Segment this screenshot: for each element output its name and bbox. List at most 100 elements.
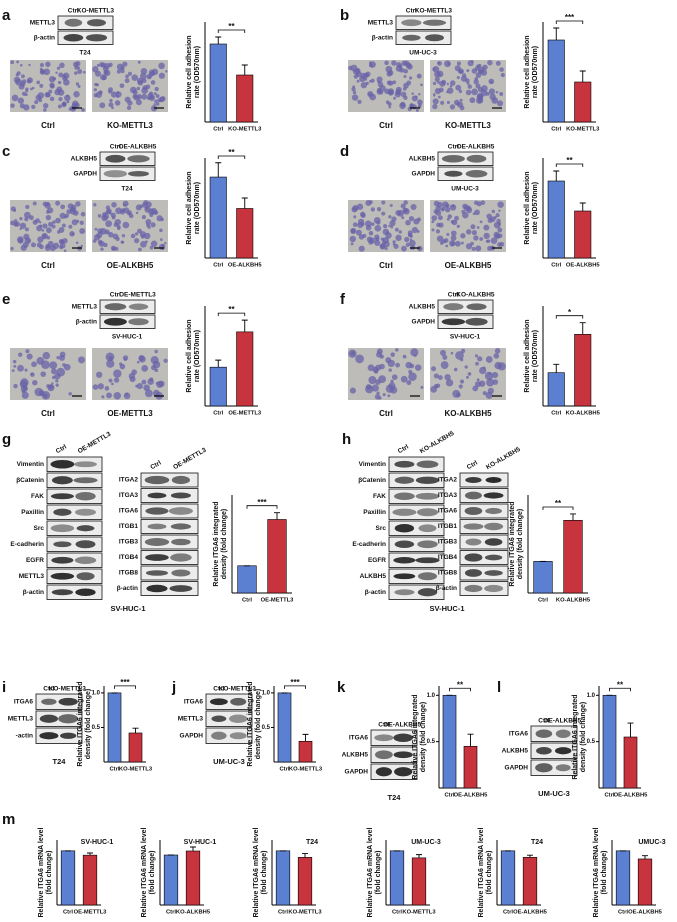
cell: [350, 242, 354, 246]
cell: [454, 240, 461, 247]
blot-band: [53, 541, 72, 548]
cell: [108, 102, 114, 108]
blot-band: [464, 553, 483, 562]
cell: [382, 393, 386, 397]
blot-band: [394, 460, 415, 468]
category-label: OE-ALKBH5: [614, 793, 649, 799]
blot-label: EGFR: [26, 557, 44, 564]
cell: [24, 237, 32, 245]
blot-band: [535, 729, 553, 738]
cell: [408, 369, 413, 374]
blot-label: ITGA6: [438, 508, 458, 515]
cell: [37, 236, 44, 243]
blot-band: [39, 732, 59, 740]
cell: [28, 215, 34, 221]
cell: [45, 61, 51, 68]
category-label: OE-ALKBH5: [228, 263, 263, 269]
cell: [105, 220, 113, 228]
cell: [103, 242, 108, 248]
cell: [39, 62, 45, 68]
blot-band: [75, 508, 96, 516]
category-label: Ctrl: [280, 767, 290, 773]
significance: ***: [257, 498, 267, 507]
cell: [491, 371, 499, 379]
cell: [471, 60, 474, 63]
cell-line: T24: [79, 50, 91, 57]
cell: [109, 98, 113, 103]
cell: [160, 96, 166, 102]
cell: [110, 91, 118, 98]
blot-header: OE-ALKBH5: [456, 144, 494, 151]
blot-label: ALKBH5: [342, 751, 369, 758]
category-label: KO-ALKBH5: [176, 910, 211, 916]
blot-label: ITGB3: [438, 539, 458, 546]
cell: [497, 100, 504, 107]
cell: [73, 61, 79, 68]
cell: [455, 84, 462, 91]
cell: [439, 349, 447, 356]
blot-band: [230, 697, 247, 706]
blot-label: ITGA3: [119, 492, 139, 499]
cell: [473, 79, 479, 85]
cell: [106, 392, 112, 399]
cell: [409, 239, 416, 247]
cell: [435, 383, 441, 388]
cell: [352, 90, 357, 95]
cell: [487, 387, 494, 394]
cell: [418, 103, 422, 107]
cell: [456, 392, 461, 398]
cell: [117, 226, 121, 231]
cell: [165, 70, 168, 73]
blot-header: OE-METTL3: [119, 292, 156, 299]
cell: [474, 354, 479, 358]
cell: [119, 362, 123, 366]
cell: [35, 94, 42, 101]
cell: [143, 384, 150, 392]
cell: [125, 74, 129, 79]
cell: [456, 75, 460, 80]
cell: [97, 214, 102, 218]
blot-row: [459, 472, 509, 488]
blot-band: [63, 34, 84, 42]
cell: [79, 228, 86, 234]
cell: [28, 63, 31, 67]
cell: [136, 383, 143, 390]
cell: [472, 385, 479, 392]
y-axis-label: Relative cell adhesion: [186, 319, 193, 392]
error-bar: [642, 855, 648, 859]
blot-band: [417, 588, 438, 597]
cell: [480, 200, 486, 205]
cell: [490, 80, 493, 84]
category-label: KO-METTL3: [288, 910, 322, 916]
cell: [69, 231, 75, 237]
cell: [394, 227, 399, 232]
cell: [408, 215, 415, 222]
cell: [124, 78, 130, 84]
bar: [60, 850, 76, 906]
cell: [464, 205, 471, 212]
y-tick-label: 0.5: [427, 739, 436, 745]
bar: [389, 850, 405, 906]
cell: [390, 379, 394, 384]
cell: [381, 211, 386, 216]
cell: [406, 80, 412, 86]
cell: [101, 395, 105, 399]
cell: [353, 215, 357, 219]
cell: [392, 80, 397, 85]
cell: [485, 356, 493, 363]
blot-band: [171, 538, 191, 546]
bar: [185, 850, 201, 906]
significance-bracket: [542, 506, 574, 510]
cell: [473, 235, 479, 241]
blot-label: FAK: [31, 493, 44, 500]
panel-letter: i: [2, 679, 6, 696]
y-axis-label: density (fold change): [580, 702, 587, 772]
blot-label: METTL3: [368, 19, 394, 26]
blot-header: Ctrl: [466, 459, 479, 471]
category-label: KO-ALKBH5: [556, 598, 591, 604]
category-label: Ctrl: [213, 127, 223, 133]
panel-letter: f: [340, 291, 346, 308]
cell: [416, 73, 422, 79]
cell: [68, 107, 73, 111]
cell: [352, 204, 359, 212]
